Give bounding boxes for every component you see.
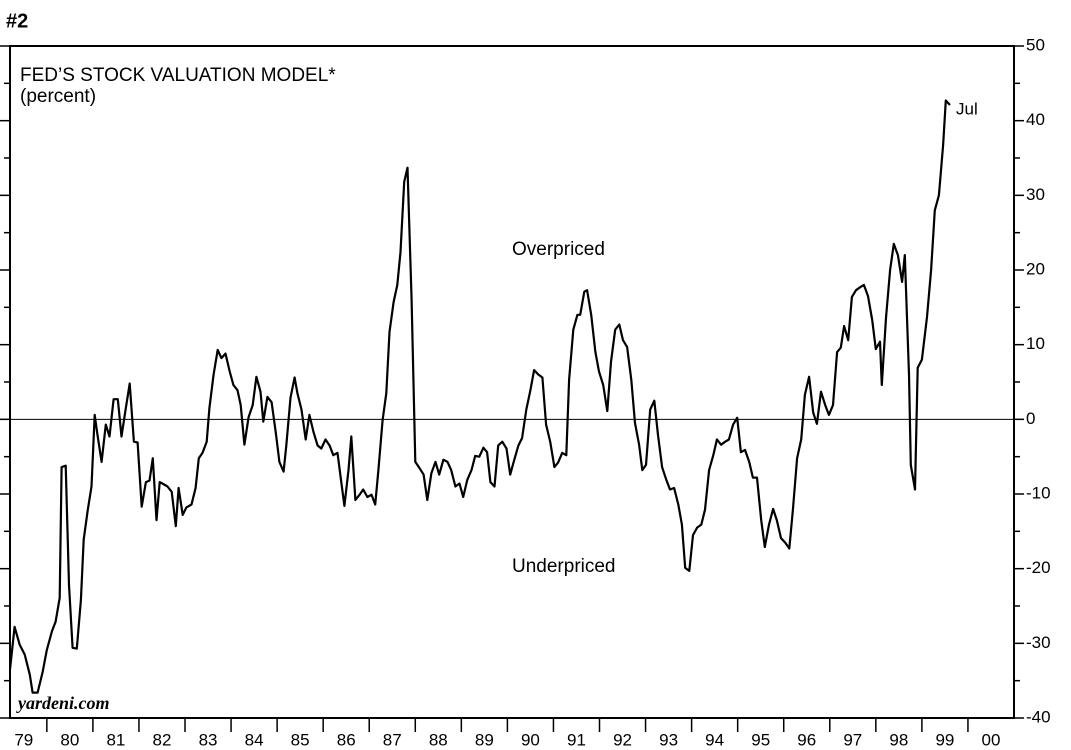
y-tick-label: 50: [1026, 35, 1045, 54]
x-tick-label: 87: [383, 730, 402, 749]
source: yardeni.com: [16, 693, 110, 713]
x-tick-label: 94: [705, 730, 724, 749]
y-tick-label: 40: [1026, 110, 1045, 129]
x-tick-label: 89: [475, 730, 494, 749]
y-tick-label: 30: [1026, 185, 1045, 204]
annotation: Jul: [956, 99, 978, 118]
x-tick-label: 85: [291, 730, 310, 749]
x-tick-label: 93: [659, 730, 678, 749]
y-tick-label: -20: [1026, 558, 1051, 577]
y-tick-label: -30: [1026, 633, 1051, 652]
x-tick-label: 80: [60, 730, 79, 749]
x-tick-label: 82: [153, 730, 172, 749]
x-tick-label: 81: [106, 730, 125, 749]
x-tick-label: 00: [982, 730, 1001, 749]
annotation: Overpriced: [512, 239, 605, 260]
y-tick-label: -40: [1026, 707, 1051, 726]
x-tick-label: 95: [751, 730, 770, 749]
x-tick-label: 88: [429, 730, 448, 749]
data-line: [8, 99, 951, 694]
x-tick-label: 91: [567, 730, 586, 749]
x-tick-label: 90: [521, 730, 540, 749]
x-tick-label: 99: [935, 730, 954, 749]
chart-subtitle: (percent): [20, 86, 96, 107]
x-tick-label: 96: [797, 730, 816, 749]
x-tick-label: 86: [337, 730, 356, 749]
annotation: Underpriced: [512, 556, 616, 577]
x-tick-label: 97: [843, 730, 862, 749]
y-tick-label: 10: [1026, 334, 1045, 353]
y-tick-label: -10: [1026, 483, 1051, 502]
chart-title: FED’S STOCK VALUATION MODEL*: [20, 65, 336, 86]
plot-frame: [9, 45, 1015, 719]
y-tick-label: 20: [1026, 259, 1045, 278]
x-tick-label: 83: [199, 730, 218, 749]
figure-label: #2: [6, 10, 28, 32]
x-tick-label: 92: [613, 730, 632, 749]
y-tick-label: 0: [1026, 409, 1035, 428]
x-tick-label: 79: [14, 730, 33, 749]
x-tick-label: 84: [245, 730, 264, 749]
x-tick-label: 98: [889, 730, 908, 749]
